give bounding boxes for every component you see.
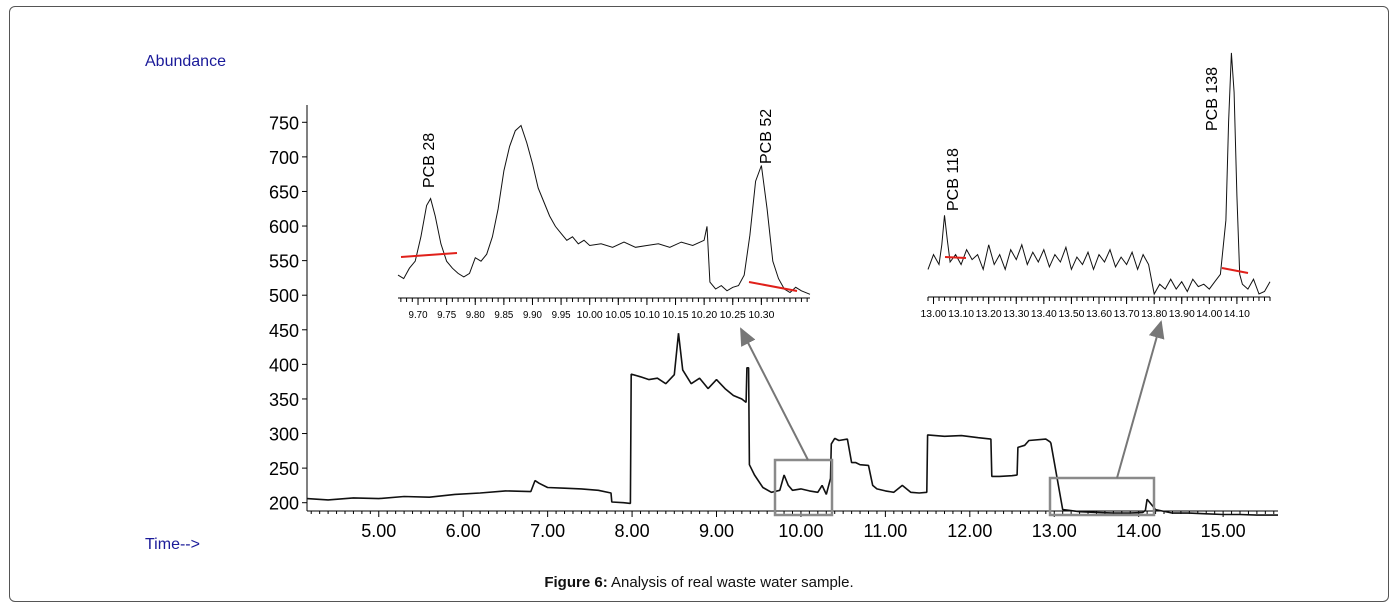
inset-tick-label: 13.90 bbox=[1169, 309, 1195, 320]
zoom-arrow-right bbox=[1116, 320, 1165, 479]
figure-caption: Figure 6: Analysis of real waste water s… bbox=[0, 574, 1398, 591]
caption-label: Figure 6: bbox=[544, 574, 608, 591]
figure-frame bbox=[9, 6, 1389, 602]
inset-trace bbox=[927, 52, 1271, 296]
inset-left: 9.70 9.75 9.80 9.85 9.90 9.95 10.00 10.05 10.10 1… bbox=[397, 109, 811, 321]
inset-tick-label: 13.70 bbox=[1114, 309, 1140, 320]
baseline-red-line bbox=[400, 252, 458, 258]
zoom-box-right bbox=[1048, 476, 1156, 517]
peak-label: PCB 138 bbox=[1204, 67, 1221, 131]
x-tick-label: 8.00 bbox=[615, 521, 650, 541]
chromatogram-trace bbox=[306, 333, 1278, 516]
peak-label: PCB 118 bbox=[945, 148, 962, 211]
x-tick-label: 15.00 bbox=[1201, 521, 1246, 541]
inset-tick-label: 13.30 bbox=[1003, 309, 1029, 320]
zoom-arrow-left bbox=[740, 327, 809, 461]
x-tick-label: 10.00 bbox=[778, 521, 823, 541]
peak-label: PCB 52 bbox=[758, 109, 775, 164]
inset-tick-label: 10.05 bbox=[605, 310, 631, 321]
x-tick-label: 11.00 bbox=[864, 521, 908, 541]
inset-tick-label: 9.70 bbox=[409, 310, 428, 321]
baseline-red-line bbox=[748, 281, 798, 292]
caption-text: Analysis of real waste water sample. bbox=[611, 574, 854, 591]
inset-trace bbox=[397, 124, 811, 295]
y-tick-label: 350 bbox=[269, 390, 299, 410]
x-tick-label: 7.00 bbox=[530, 521, 565, 541]
y-tick-label: 650 bbox=[269, 182, 299, 202]
y-tick-label: 450 bbox=[269, 321, 299, 341]
inset-tick-label: 9.90 bbox=[523, 310, 542, 321]
inset-tick-label: 13.60 bbox=[1086, 309, 1112, 320]
x-tick-label: 14.00 bbox=[1116, 521, 1161, 541]
inset-tick-label: 10.15 bbox=[663, 310, 689, 321]
y-tick-label: 700 bbox=[269, 148, 299, 168]
inset-tick-label: 9.85 bbox=[494, 310, 513, 321]
x-tick-label: 5.00 bbox=[361, 521, 396, 541]
y-tick-label: 250 bbox=[269, 459, 299, 479]
inset-right: 13.00 13.10 13.20 13.30 13.40 13.50 13.60 13.70… bbox=[921, 52, 1271, 320]
inset-tick-label: 10.20 bbox=[691, 310, 717, 321]
y-tick-label: 550 bbox=[269, 252, 299, 272]
inset-tick-label: 13.20 bbox=[976, 309, 1002, 320]
inset-tick-label: 9.95 bbox=[552, 310, 571, 321]
inset-tick-label: 13.80 bbox=[1141, 309, 1167, 320]
inset-tick-label: 14.00 bbox=[1196, 309, 1222, 320]
y-axis-title: Abundance bbox=[145, 53, 226, 70]
y-tick-label: 200 bbox=[269, 494, 299, 514]
inset-tick-label: 10.30 bbox=[748, 310, 774, 321]
x-tick-label: 13.00 bbox=[1032, 521, 1077, 541]
inset-tick-label: 13.10 bbox=[948, 309, 974, 320]
inset-tick-label: 9.80 bbox=[466, 310, 485, 321]
y-tick-label: 500 bbox=[269, 286, 299, 306]
inset-tick-label: 10.25 bbox=[720, 310, 746, 321]
peak-label: PCB 28 bbox=[421, 133, 438, 188]
inset-tick-label: 9.75 bbox=[437, 310, 456, 321]
zoom-box-left bbox=[773, 458, 834, 517]
inset-tick-label: 13.40 bbox=[1031, 309, 1057, 320]
y-tick-label: 600 bbox=[269, 217, 299, 237]
x-tick-label: 6.00 bbox=[446, 521, 481, 541]
y-tick-label: 750 bbox=[269, 113, 299, 133]
baseline-red-line bbox=[944, 256, 967, 259]
inset-tick-label: 13.50 bbox=[1058, 309, 1084, 320]
x-tick-label: 12.00 bbox=[947, 521, 992, 541]
x-tick-label: 9.00 bbox=[699, 521, 734, 541]
inset-tick-label: 14.10 bbox=[1224, 309, 1250, 320]
x-axis-title: Time--> bbox=[145, 536, 200, 553]
inset-tick-label: 10.10 bbox=[634, 310, 660, 321]
y-tick-label: 400 bbox=[269, 355, 299, 375]
baseline-red-line bbox=[1221, 267, 1249, 274]
inset-tick-label: 10.00 bbox=[577, 310, 603, 321]
inset-tick-label: 13.00 bbox=[921, 309, 947, 320]
y-tick-label: 300 bbox=[269, 425, 299, 445]
